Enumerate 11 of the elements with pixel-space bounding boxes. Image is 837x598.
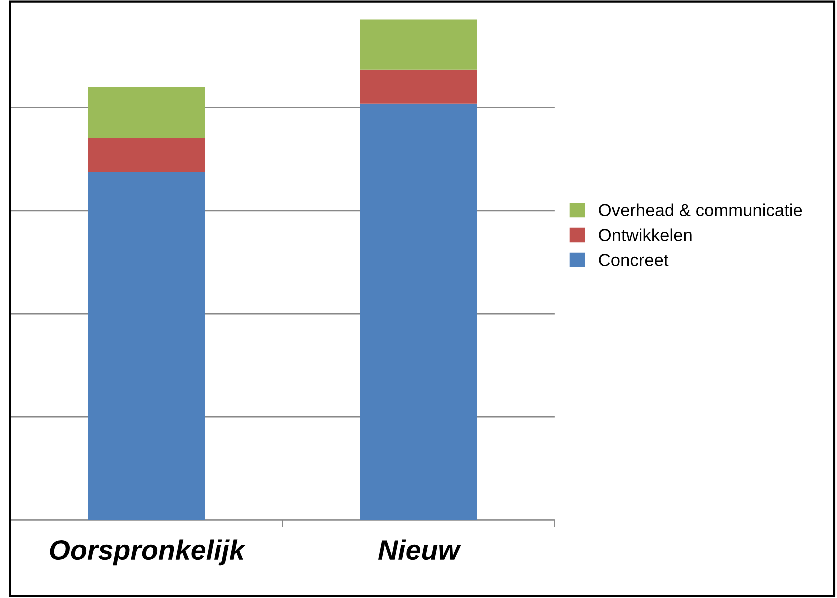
bar — [88, 172, 206, 520]
bar — [360, 20, 478, 70]
x-tick-label: Oorspronkelijk — [50, 540, 246, 566]
legend-label: Concreet — [599, 254, 669, 266]
bar — [360, 70, 478, 104]
bar — [360, 104, 478, 520]
bar — [88, 87, 206, 138]
x-tick-label: Nieuw — [378, 540, 462, 560]
bar — [88, 138, 206, 172]
legend-label: Overhead & communicatie — [599, 204, 802, 216]
legend-label: Ontwikkelen — [599, 228, 692, 242]
